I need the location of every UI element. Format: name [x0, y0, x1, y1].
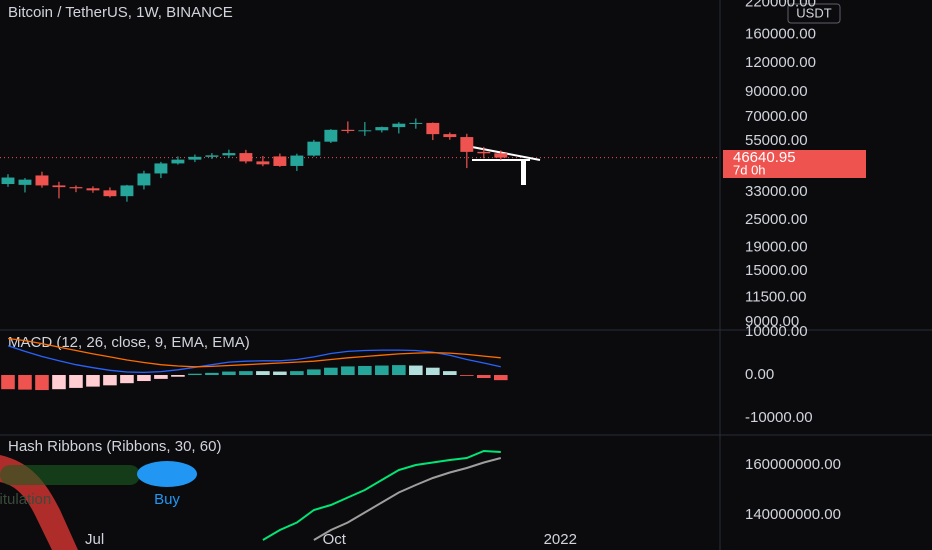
- y-tick-label: 15000.00: [745, 262, 808, 279]
- y-tick-label: 160000000.00: [745, 456, 841, 473]
- candle-body: [375, 127, 389, 131]
- histogram-bar: [205, 372, 219, 376]
- drawing-mark: [521, 160, 526, 185]
- currency-label[interactable]: USDT: [796, 5, 831, 20]
- indicator-line: [7, 337, 501, 368]
- x-tick-label: Jul: [85, 531, 104, 548]
- candle-body: [239, 153, 253, 162]
- histogram-bar: [222, 371, 236, 376]
- histogram-bar: [239, 371, 253, 376]
- ribbon-line: [313, 457, 502, 541]
- histogram-bar: [1, 375, 15, 390]
- candle-body: [341, 129, 355, 131]
- candle-body: [443, 134, 457, 138]
- histogram-bar: [392, 365, 406, 376]
- candle-body: [86, 188, 100, 191]
- candle-body: [409, 122, 423, 124]
- histogram-bar: [324, 367, 338, 376]
- ribbon-line: [262, 449, 501, 541]
- y-tick-label: 160000.00: [745, 25, 816, 42]
- histogram-bar: [154, 375, 168, 379]
- candle-body: [256, 161, 270, 165]
- histogram-bar: [52, 375, 66, 390]
- candle-body: [103, 190, 117, 197]
- candle-body: [35, 175, 49, 186]
- y-tick-label: 9000.00: [745, 313, 799, 330]
- histogram-bar: [171, 375, 185, 377]
- histogram-bar: [476, 375, 491, 379]
- candle-body: [171, 159, 185, 164]
- histogram-bar: [307, 369, 321, 376]
- histogram-bar: [341, 366, 355, 376]
- candle-body: [290, 155, 304, 166]
- y-tick-label: 140000000.00: [745, 506, 841, 523]
- candle-body: [1, 177, 15, 185]
- histogram-bar: [18, 375, 32, 390]
- indicator-title: MACD (12, 26, close, 9, EMA, EMA): [8, 334, 250, 351]
- candle-body: [426, 122, 440, 135]
- histogram-bar: [86, 375, 100, 387]
- y-tick-label: 220000.00: [745, 0, 816, 11]
- y-tick-label: 10000.00: [745, 323, 808, 340]
- histogram-bar: [35, 375, 49, 391]
- candle-body: [477, 151, 491, 154]
- y-tick-label: 90000.00: [745, 83, 808, 100]
- histogram-bar: [460, 375, 474, 376]
- price-label-box: [723, 150, 866, 178]
- currency-button[interactable]: [787, 3, 841, 24]
- candle-body: [358, 130, 372, 132]
- countdown-label: 7d 0h: [733, 162, 766, 177]
- candle-body: [137, 173, 151, 186]
- y-tick-label: 0.00: [745, 366, 774, 383]
- y-tick-label: 19000.00: [745, 238, 808, 255]
- x-tick-label: Oct: [323, 531, 347, 548]
- last-price-label: 46640.95: [733, 149, 796, 166]
- histogram-bar: [120, 375, 134, 384]
- annotation: Buy: [154, 491, 180, 508]
- histogram-bar: [137, 375, 151, 382]
- histogram-bar: [493, 375, 508, 381]
- candle-body: [188, 156, 202, 160]
- histogram-bar: [375, 365, 389, 376]
- candle-body: [69, 187, 83, 189]
- indicator-line: [7, 345, 501, 374]
- candle-body: [273, 156, 287, 166]
- candle-body: [222, 153, 236, 156]
- histogram-bar: [103, 375, 117, 386]
- histogram-bar: [426, 367, 440, 376]
- y-tick-label: 33000.00: [745, 183, 808, 200]
- y-tick-label: -10000.00: [745, 409, 813, 426]
- histogram-bar: [290, 371, 304, 376]
- y-tick-label: 70000.00: [745, 108, 808, 125]
- histogram-bar: [188, 373, 202, 376]
- y-tick-label: 120000.00: [745, 54, 816, 71]
- candle-body: [324, 129, 338, 142]
- candle-body: [205, 155, 219, 157]
- y-tick-label: 55000.00: [745, 132, 808, 149]
- candle-body: [18, 179, 32, 185]
- y-tick-label: 25000.00: [745, 211, 808, 228]
- ribbon-band: [0, 465, 140, 485]
- chart-title: Bitcoin / TetherUS, 1W, BINANCE: [8, 4, 233, 21]
- annotation: Capitulation: [0, 491, 51, 508]
- indicator-title: Hash Ribbons (Ribbons, 30, 60): [8, 438, 221, 455]
- candle-body: [460, 137, 474, 152]
- x-tick-label: 2022: [544, 531, 577, 548]
- histogram-bar: [358, 365, 372, 376]
- candle-body: [120, 185, 134, 197]
- candle-body: [392, 123, 406, 128]
- histogram-bar: [273, 371, 287, 376]
- candle-body: [307, 141, 321, 156]
- histogram-bar: [443, 371, 457, 376]
- histogram-bar: [409, 365, 423, 376]
- y-tick-label: 11500.00: [745, 288, 806, 305]
- buy-signal: [137, 461, 197, 487]
- histogram-bar: [69, 375, 83, 388]
- candle-body: [52, 185, 66, 188]
- histogram-bar: [256, 371, 270, 376]
- candle-body: [154, 163, 168, 174]
- candle-body: [494, 153, 508, 158]
